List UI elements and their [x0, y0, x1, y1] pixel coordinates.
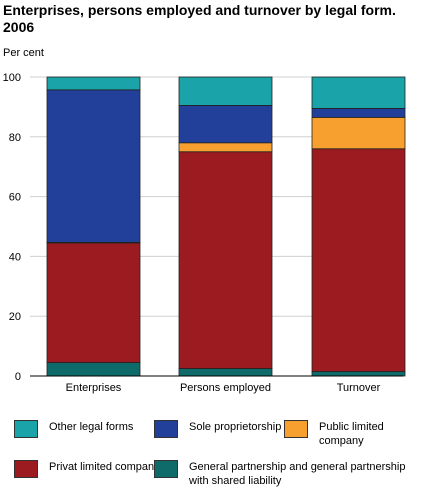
bar-segment	[311, 148, 406, 372]
chart-title: Enterprises, persons employed and turnov…	[3, 2, 396, 35]
y-tick-labels: 0 20 40 60 80 100	[3, 72, 21, 383]
x-tick-label: Persons employed	[180, 382, 271, 394]
y-tick-label: 0	[15, 371, 21, 383]
bar-segment	[311, 371, 406, 377]
bar-segment	[46, 362, 141, 377]
y-tick-label: 100	[3, 72, 21, 84]
bar-segment	[311, 107, 406, 118]
bar-segment	[311, 116, 406, 150]
x-tick-label: Enterprises	[66, 382, 122, 394]
x-tick-label: Turnover	[337, 382, 381, 394]
bar-segment	[311, 76, 406, 109]
y-axis-unit-label: Per cent	[3, 47, 44, 59]
y-tick-label: 60	[9, 192, 21, 204]
bar-segment	[178, 105, 273, 144]
bar-segment	[46, 242, 141, 363]
bar-segment	[178, 151, 273, 369]
bar-segment	[178, 142, 273, 153]
x-tick-labels: Enterprises Persons employed Turnover	[66, 382, 381, 394]
bar-segment	[46, 89, 141, 243]
bar-segment	[46, 76, 141, 91]
y-tick-label: 20	[9, 311, 21, 323]
y-tick-label: 80	[9, 132, 21, 144]
bars	[46, 76, 406, 377]
y-tick-label: 40	[9, 251, 21, 263]
bar-segment	[178, 76, 273, 106]
bar-segment	[178, 368, 273, 377]
